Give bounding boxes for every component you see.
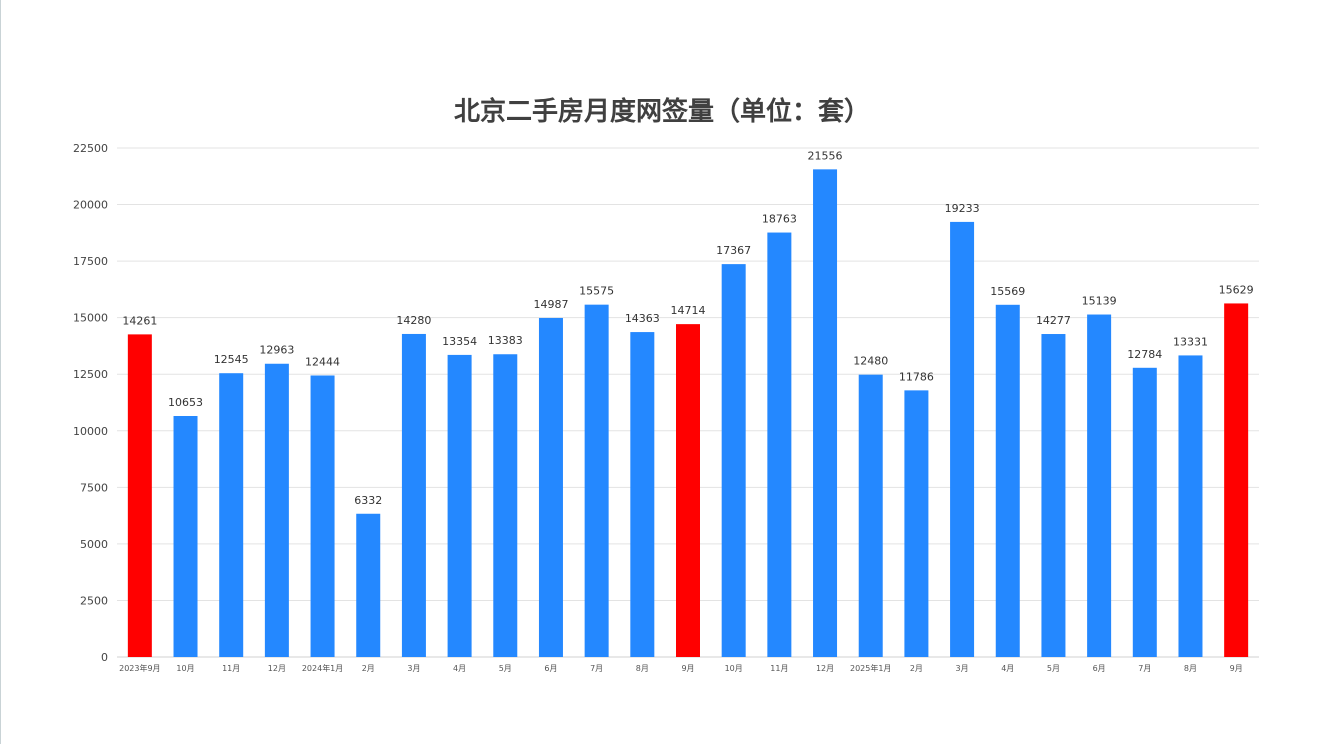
bar [767,232,792,657]
data-label: 17367 [716,244,751,257]
x-tick-label: 9月 [1230,664,1243,673]
data-labels: 14261 10653 12545 12963 12444 6332 14280 13354 1… [122,149,1253,506]
y-tick-label: 15000 [73,312,108,325]
bar [858,374,883,657]
x-tick-label: 2025年1月 [850,663,891,673]
data-label: 13354 [442,335,477,348]
bar [493,354,518,657]
chart-title: 北京二手房月度网签量（单位：套） [454,96,870,127]
x-tick-label: 5月 [499,664,512,673]
bar [904,390,929,657]
x-tick-label: 8月 [636,664,649,673]
bar [995,304,1020,657]
data-label: 12480 [853,355,888,368]
bar [630,332,655,657]
y-tick-label: 7500 [80,481,108,494]
bar [356,513,381,657]
data-label: 15569 [990,285,1025,298]
x-tick-label: 5月 [1047,664,1060,673]
data-label: 10653 [168,396,203,409]
data-label: 12444 [305,355,340,368]
data-label: 6332 [354,494,382,507]
bar [538,317,563,657]
data-label: 14714 [671,304,706,317]
x-tick-label: 6月 [544,664,557,673]
bar [950,221,975,657]
data-label: 12963 [259,344,294,357]
x-tick-label: 10月 [725,664,743,673]
x-tick-label: 12月 [268,664,286,673]
bar [447,354,472,657]
bar [219,373,244,657]
x-tick-label: 3月 [956,664,969,673]
y-tick-label: 22500 [73,142,108,155]
x-tick-label: 2月 [910,664,923,673]
data-label: 12784 [1127,348,1162,361]
data-label: 13331 [1173,335,1208,348]
x-tick-label: 11月 [770,664,788,673]
bar [813,169,838,657]
bar [127,334,152,657]
data-label: 15139 [1082,295,1117,308]
y-tick-label: 5000 [80,538,108,551]
data-label: 14280 [396,314,431,327]
y-tick-label: 20000 [73,199,108,212]
x-tick-label: 6月 [1093,664,1106,673]
y-tick-label: 0 [101,651,108,664]
bar [721,264,746,657]
x-tick-label: 4月 [453,664,466,673]
data-label: 14261 [122,314,157,327]
bar [310,375,335,657]
y-tick-label: 2500 [80,594,108,607]
data-label: 12545 [214,353,249,366]
bar [1132,367,1157,657]
bar [264,363,289,657]
x-tick-label: 2024年1月 [302,663,343,673]
bar [584,304,609,657]
bar [1178,355,1203,657]
bar [1041,334,1066,657]
x-tick-label: 10月 [176,664,194,673]
x-tick-label: 12月 [816,664,834,673]
data-label: 19233 [945,202,980,215]
x-tick-label: 2023年9月 [119,663,160,673]
x-axis: 2023年9月 10月 11月 12月 2024年1月 2月 3月 4月 5月 6月 7月 8月 9月 1… [119,663,1243,673]
data-label: 15575 [579,285,614,298]
data-label: 14277 [1036,314,1071,327]
x-tick-label: 2月 [362,664,375,673]
y-tick-label: 17500 [73,255,108,268]
bar [401,333,426,657]
x-tick-label: 7月 [1138,664,1151,673]
x-tick-label: 8月 [1184,664,1197,673]
data-label: 13383 [488,334,523,347]
x-tick-label: 11月 [222,664,240,673]
y-tick-label: 12500 [73,368,108,381]
data-label: 18763 [762,213,797,226]
bar [1087,314,1112,657]
data-label: 15629 [1219,283,1254,296]
y-axis: 0 2500 5000 7500 10000 12500 15000 17500 20000 22… [73,142,108,664]
x-tick-label: 4月 [1001,664,1014,673]
x-tick-label: 7月 [590,664,603,673]
bars [127,169,1249,657]
x-tick-label: 9月 [681,664,694,673]
bar [1224,303,1249,657]
data-label: 11786 [899,370,934,383]
bar [676,324,700,657]
data-label: 14987 [533,298,568,311]
x-tick-label: 3月 [407,664,420,673]
y-tick-label: 10000 [73,425,108,438]
data-label: 14363 [625,312,660,325]
data-label: 21556 [808,149,843,162]
bar [173,416,198,657]
